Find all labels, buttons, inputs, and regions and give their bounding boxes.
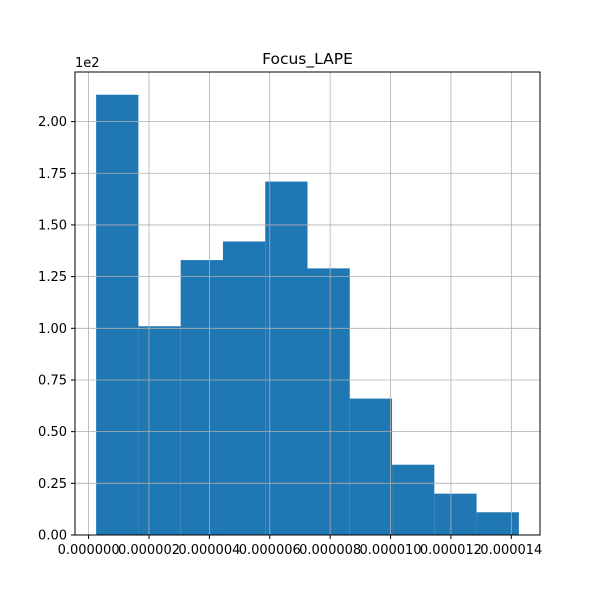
grid-layer bbox=[75, 72, 540, 536]
x-tick-label: 0.000012 bbox=[420, 543, 482, 558]
chart-title: Focus_LAPE bbox=[262, 50, 353, 69]
bars-layer bbox=[96, 94, 519, 536]
y-tick-label: 1.25 bbox=[38, 270, 67, 285]
x-tick-label: 0.000006 bbox=[239, 543, 301, 558]
histogram-bar bbox=[349, 398, 393, 535]
histogram-bar bbox=[476, 512, 519, 535]
y-tick-label: 0.50 bbox=[38, 425, 67, 440]
histogram-bar bbox=[392, 464, 435, 535]
x-tick-label: 0.000008 bbox=[299, 543, 361, 558]
histogram-bar bbox=[265, 181, 308, 535]
y-axis-offset-label: 1e2 bbox=[75, 56, 100, 71]
x-tick-label: 0.000004 bbox=[178, 543, 240, 558]
y-tick-label: 1.75 bbox=[38, 167, 67, 182]
histogram-bar bbox=[434, 493, 477, 535]
x-tick-label: 0.000002 bbox=[118, 543, 180, 558]
x-tick-label: 0.000000 bbox=[58, 543, 120, 558]
histogram-bar bbox=[138, 326, 181, 535]
ticks-layer: 0.0000000.0000020.0000040.0000060.000008… bbox=[38, 115, 542, 558]
y-tick-label: 0.25 bbox=[38, 477, 67, 492]
y-tick-label: 1.50 bbox=[38, 218, 67, 233]
histogram-bar bbox=[307, 268, 350, 535]
x-tick-label: 0.000014 bbox=[480, 543, 542, 558]
x-tick-label: 0.000010 bbox=[360, 543, 422, 558]
y-tick-label: 2.00 bbox=[38, 115, 67, 130]
y-tick-label: 0.75 bbox=[38, 373, 67, 388]
histogram-bar bbox=[222, 241, 266, 535]
axes-frame bbox=[74, 71, 541, 536]
histogram-bar bbox=[96, 94, 139, 536]
y-tick-label: 1.00 bbox=[38, 322, 67, 337]
y-tick-label: 0.00 bbox=[38, 529, 67, 544]
histogram-bar bbox=[180, 260, 223, 535]
